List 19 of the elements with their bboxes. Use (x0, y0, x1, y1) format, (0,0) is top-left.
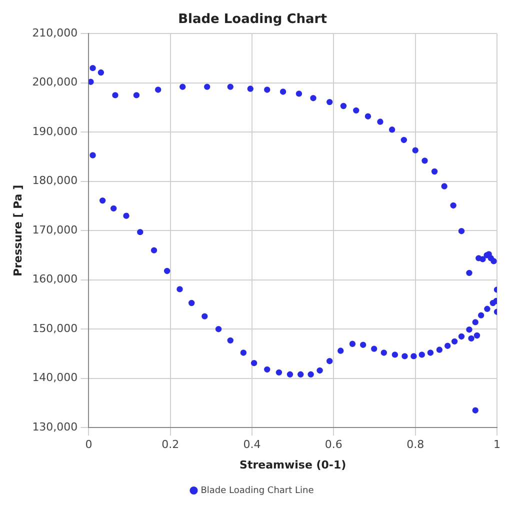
x-tick-label: 0.8 (406, 438, 424, 452)
x-axis-title: Streamwise (0-1) (240, 458, 346, 472)
legend-label: Blade Loading Chart Line (200, 486, 314, 496)
chart-title: Blade Loading Chart (178, 12, 327, 28)
y-tick-label: 200,000 (32, 76, 78, 89)
x-tick-label: 0 (85, 438, 92, 452)
y-tick-label: 150,000 (32, 322, 78, 335)
y-axis-title: Pressure [ Pa ] (11, 184, 24, 276)
y-tick-label: 140,000 (32, 371, 78, 384)
y-tick-label: 210,000 (32, 26, 78, 40)
y-tick-label: 180,000 (32, 174, 78, 188)
y-tick-label: 170,000 (32, 223, 78, 236)
x-tick-label: 0.2 (162, 438, 180, 452)
x-tick-label: 0.6 (324, 438, 342, 452)
y-tick-label: 130,000 (32, 420, 78, 434)
y-tick-label: 190,000 (32, 124, 78, 138)
x-tick-label: 1 (494, 438, 500, 452)
y-tick-label: 160,000 (32, 272, 78, 286)
x-tick-label: 0.4 (243, 438, 261, 452)
